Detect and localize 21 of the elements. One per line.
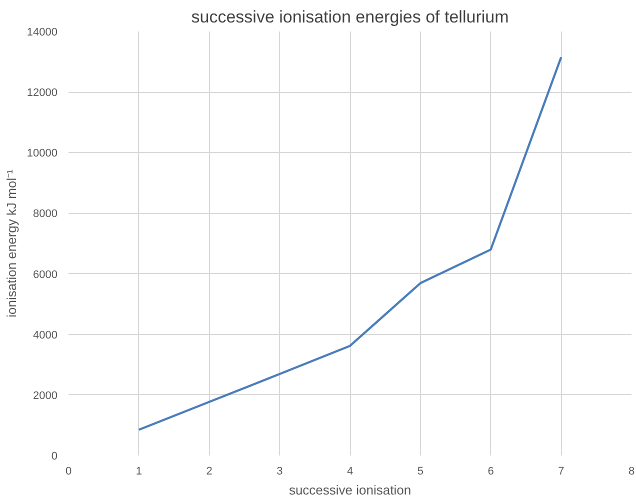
x-tick-label: 5 (417, 466, 424, 478)
y-tick-label: 10000 (26, 148, 58, 160)
y-tick-label: 4000 (33, 329, 58, 342)
x-tick-label: 1 (136, 466, 142, 478)
y-tick-label: 14000 (26, 26, 58, 38)
x-axis-title: successive ionisation (288, 482, 412, 498)
x-tick-label: 6 (488, 466, 494, 478)
chart-title: successive ionisation energies of tellurium (191, 8, 509, 26)
y-tick-label: 6000 (33, 268, 58, 281)
y-axis-title: ionisation energy kJ mol⁻¹ (4, 168, 19, 318)
x-tick-label: 0 (65, 466, 72, 478)
y-tick-label: 8000 (33, 208, 58, 220)
y-tick-label: 12000 (26, 87, 58, 100)
x-tick-label: 2 (206, 466, 212, 478)
x-tick-label: 7 (558, 466, 564, 478)
line-series (138, 56, 562, 431)
x-tick-label: 8 (628, 466, 635, 478)
x-tick-label: 4 (346, 466, 354, 478)
y-tick-label: 0 (51, 450, 58, 462)
y-tick-label: 2000 (33, 390, 58, 402)
x-tick-label: 3 (276, 466, 283, 478)
